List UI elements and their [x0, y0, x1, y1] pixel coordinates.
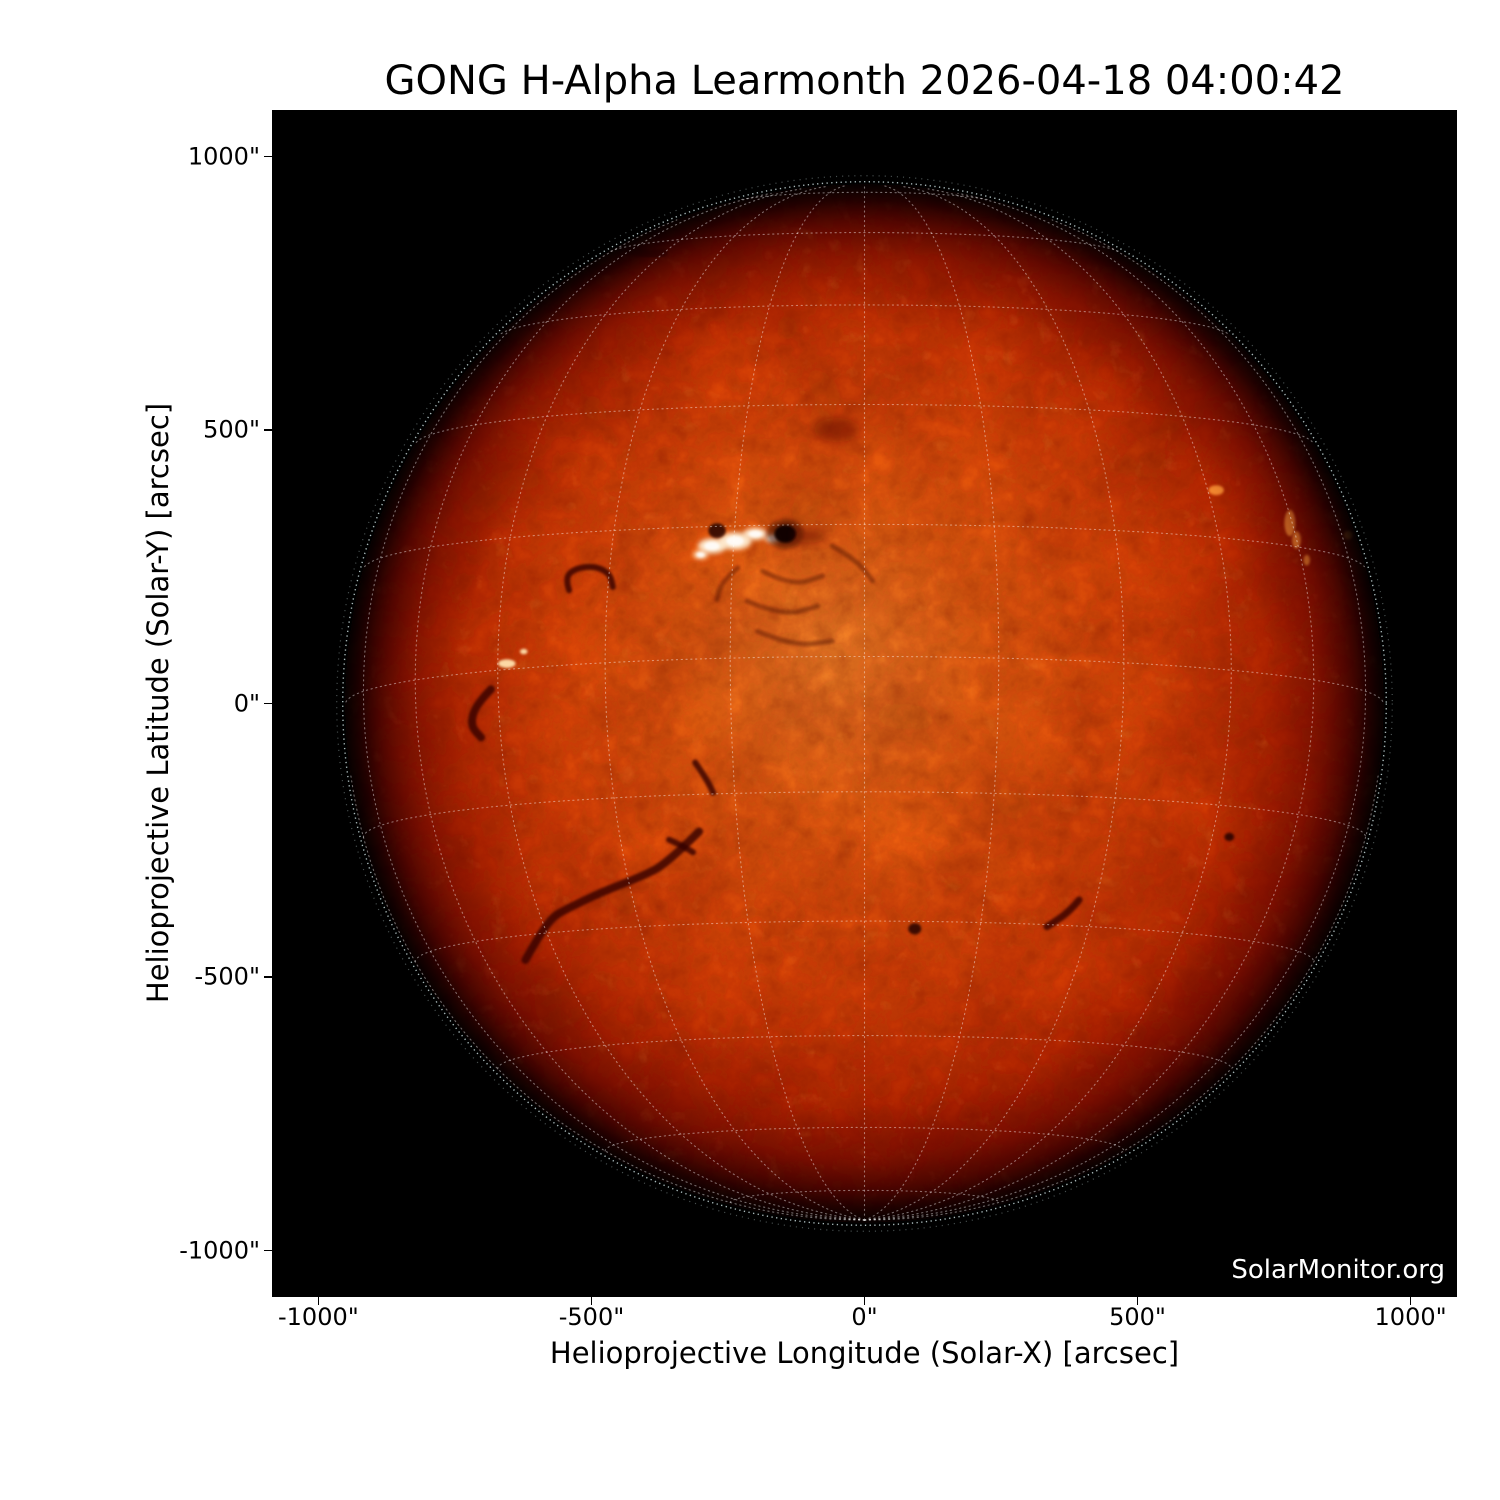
grid-line [362, 219, 866, 1221]
grid-line [729, 1189, 1000, 1204]
grid-line [729, 185, 866, 1221]
limb-outline-dots [342, 181, 1387, 1226]
y-tick-label: 500" [203, 415, 260, 444]
x-tick-mark [1136, 1297, 1139, 1305]
grid-line [497, 1035, 1232, 1070]
grid-line [610, 232, 1119, 252]
y-tick-mark [264, 155, 272, 158]
limb-outline-dots-outer [336, 175, 1393, 1232]
y-tick-label: 0" [233, 688, 260, 717]
y-tick-label: -500" [194, 962, 260, 991]
x-tick-label: 500" [1109, 1303, 1166, 1331]
plot-title: GONG H-Alpha Learmonth 2026-04-18 04:00:… [384, 58, 1345, 104]
y-tick-label: 1000" [187, 141, 260, 170]
x-tick-label: 0" [851, 1303, 878, 1331]
x-tick-label: -500" [558, 1303, 625, 1331]
grid-line [350, 774, 866, 1221]
limb-vignette [345, 184, 1384, 1223]
y-tick-mark [264, 429, 272, 431]
x-tick-label: -1000" [278, 1303, 359, 1331]
grid-line [362, 791, 1367, 838]
x-tick-mark [863, 1297, 866, 1305]
y-tick-mark [264, 976, 272, 978]
grid-line [500, 304, 1229, 335]
x-tick-mark [1409, 1297, 1412, 1305]
plot-area: SolarMonitor.org [272, 110, 1457, 1297]
watermark-text: SolarMonitor.org [1231, 1255, 1445, 1285]
grid-line [345, 655, 1384, 703]
grid-line [863, 188, 1232, 1221]
grid-line [364, 523, 1365, 568]
x-tick-mark [317, 1297, 320, 1305]
y-tick-mark [264, 1249, 272, 1252]
x-tick-label: 1000" [1374, 1303, 1447, 1331]
heliographic-grid [345, 184, 1384, 1221]
grid-line [497, 188, 866, 1221]
sun-group [336, 175, 1393, 1232]
x-axis-label: Helioprojective Longitude (Solar-X) [arc… [549, 1336, 1180, 1370]
grid-line [414, 920, 1315, 963]
grid-line [415, 403, 1314, 443]
grid-line [863, 192, 1315, 1221]
y-tick-label: -1000" [179, 1235, 260, 1264]
solar-image-plot [272, 110, 1457, 1297]
grid-line [741, 191, 988, 201]
grid-line [414, 192, 866, 1221]
y-tick-mark [264, 702, 272, 705]
grid-line [863, 774, 1379, 1221]
grid-line [863, 219, 1367, 1221]
x-tick-mark [590, 1297, 593, 1305]
grid-line [863, 185, 1000, 1221]
